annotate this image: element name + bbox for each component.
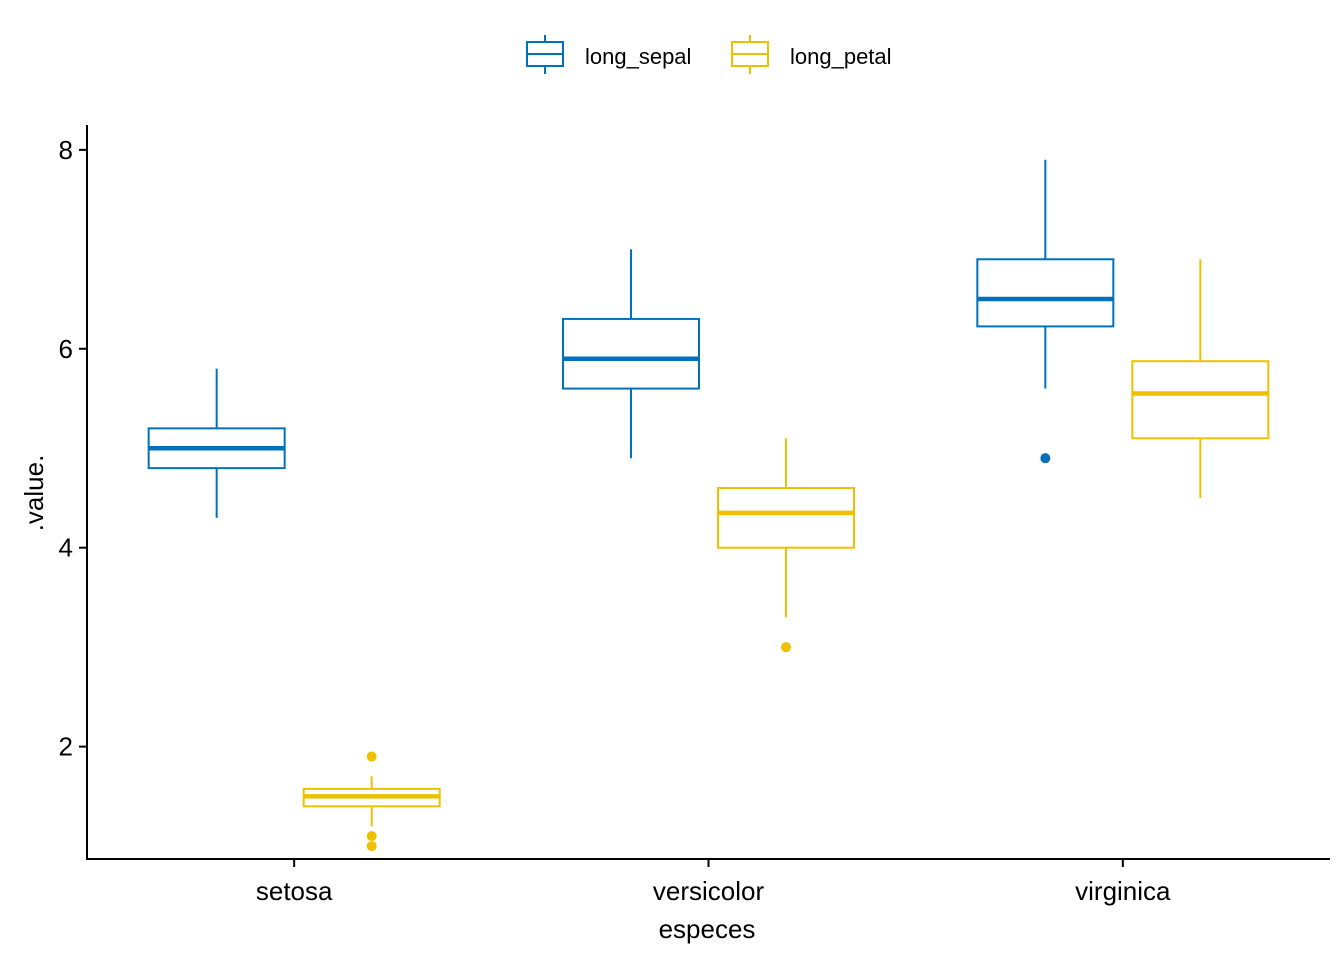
y-tick-label: 8 [59,135,73,165]
legend: long_sepal long_petal [526,35,892,74]
box-body [1131,360,1270,440]
box-long_petal-virginica [1131,259,1270,498]
box-long_sepal-setosa [147,368,286,518]
legend-label: long_petal [790,44,892,69]
x-axis-title: especes [659,914,756,944]
outlier-point [781,642,791,653]
legend-item-long_sepal: long_sepal [526,35,691,74]
x-tick-label: virginica [1075,876,1171,906]
outlier-point [366,751,377,762]
box-long_sepal-versicolor [562,249,700,459]
box-long_petal-setosa [302,751,441,852]
x-tick-label: versicolor [653,876,765,906]
legend-label: long_sepal [585,44,691,69]
y-tick-label: 2 [59,732,73,762]
box-body [562,317,700,390]
outlier-point [366,831,377,842]
y-axis-title: .value. [19,455,49,532]
box-body [717,487,855,549]
outlier-point [1040,453,1051,464]
x-tick-label: setosa [256,876,333,906]
y-tick-label: 6 [59,334,73,364]
axes: especes .value. 2 4 6 8 setosa versicolor virg… [19,125,1330,944]
box-long_sepal-virginica [976,159,1115,464]
plot-area [147,159,1270,852]
box-body [976,258,1115,328]
legend-item-long_petal: long_petal [731,35,892,74]
box-long_petal-versicolor [717,438,855,653]
outlier-point [366,841,377,852]
y-tick-label: 4 [59,533,73,563]
